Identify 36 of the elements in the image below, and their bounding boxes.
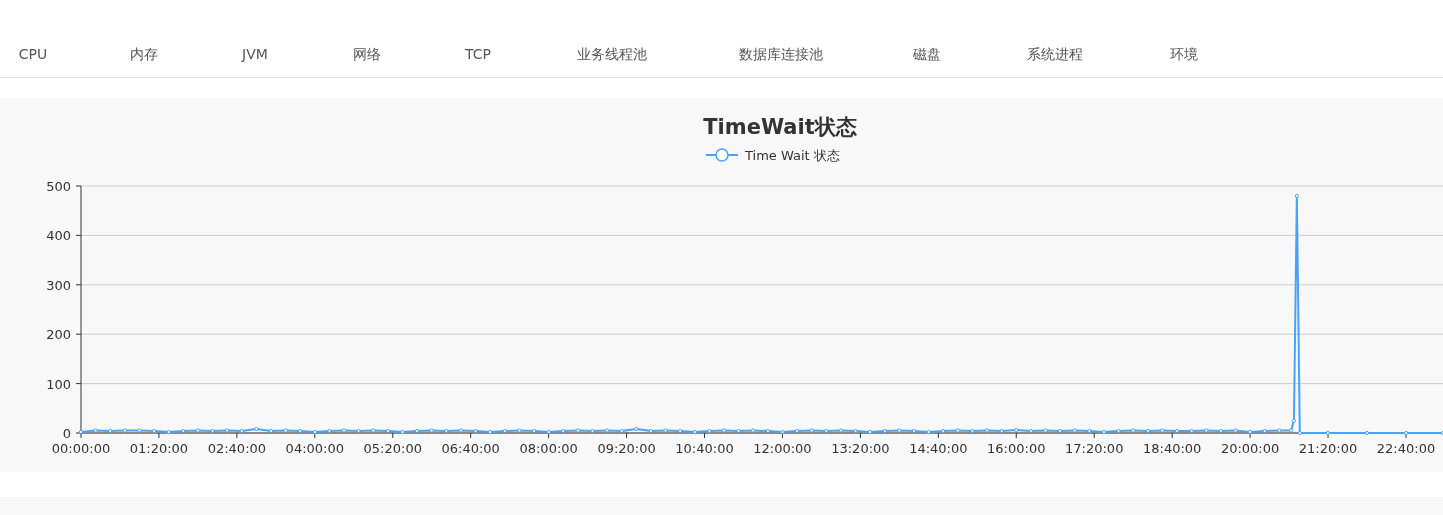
- legend-label: Time Wait 状态: [744, 148, 840, 163]
- text: CPU: [18, 46, 48, 62]
- x-tick-label: 17:20:00: [1065, 441, 1124, 456]
- text: 网络: [353, 46, 381, 62]
- text: 磁盘: [912, 46, 941, 62]
- y-tick-label: 200: [46, 327, 71, 343]
- y-tick-label: 400: [46, 228, 71, 244]
- y-tick-label: 100: [46, 376, 71, 392]
- chart-title: TimeWait状态: [703, 115, 857, 139]
- text: 数据库连接池: [739, 46, 823, 62]
- text: 业务线程池: [577, 46, 647, 62]
- x-tick-label: 22:40:00: [1376, 441, 1436, 456]
- x-tick-label: 13:20:00: [831, 441, 890, 456]
- x-tick-label: 09:20:00: [597, 441, 656, 456]
- x-tick-label: 02:40:00: [207, 441, 267, 456]
- x-tick-label: 14:40:00: [909, 441, 968, 456]
- x-tick-label: 21:20:00: [1298, 441, 1358, 456]
- x-tick-label: 10:40:00: [675, 441, 734, 456]
- text: TCP: [464, 46, 491, 62]
- x-tick-label: 05:20:00: [363, 441, 422, 456]
- y-tick-label: 300: [46, 277, 71, 293]
- x-tick-label: 04:00:00: [285, 441, 345, 456]
- x-tick-label: 16:00:00: [987, 441, 1046, 456]
- x-tick-label: 08:00:00: [519, 441, 578, 456]
- y-tick-label: 500: [46, 179, 71, 194]
- x-tick-label: 20:00:00: [1220, 441, 1280, 456]
- text: 环境: [1170, 46, 1198, 62]
- text: JVM: [241, 46, 268, 62]
- x-tick-label: 00:00:00: [51, 441, 111, 456]
- x-tick-label: 01:20:00: [129, 441, 189, 456]
- x-tick-label: 12:00:00: [753, 441, 812, 456]
- x-tick-label: 18:40:00: [1142, 441, 1202, 456]
- text: 内存: [130, 46, 158, 62]
- text: 系统进程: [1027, 46, 1083, 62]
- x-tick-label: 06:40:00: [441, 441, 500, 456]
- y-tick-label: 0: [62, 426, 71, 441]
